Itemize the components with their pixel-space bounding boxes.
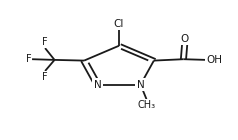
Text: F: F	[42, 72, 48, 82]
Text: O: O	[180, 34, 189, 44]
Text: Cl: Cl	[114, 19, 124, 29]
Text: F: F	[26, 54, 31, 64]
Text: CH₃: CH₃	[137, 100, 156, 110]
Text: N: N	[94, 80, 101, 90]
Text: OH: OH	[206, 55, 222, 65]
Text: F: F	[42, 37, 48, 47]
Text: N: N	[137, 80, 144, 90]
